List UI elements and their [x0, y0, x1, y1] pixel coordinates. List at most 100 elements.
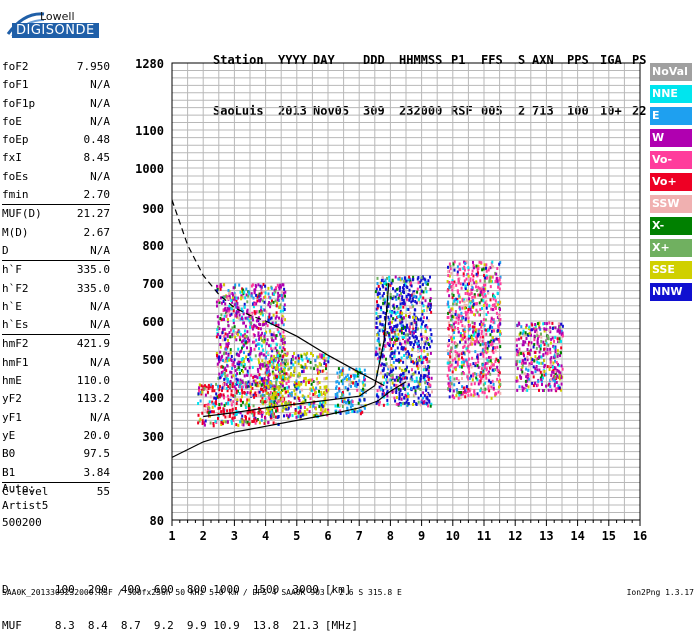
echo-point	[392, 304, 395, 308]
param-name: h`Es	[2, 318, 29, 332]
echo-point	[385, 283, 388, 287]
echo-point	[217, 415, 220, 418]
echo-point	[276, 367, 279, 371]
echo-point	[258, 364, 261, 368]
echo-point	[482, 299, 485, 303]
echo-point	[264, 284, 267, 288]
echo-point	[225, 383, 228, 386]
echo-point	[405, 325, 408, 329]
echo-point	[217, 416, 219, 420]
echo-point	[294, 381, 296, 385]
echo-point	[228, 296, 231, 300]
echo-point	[257, 393, 260, 397]
echo-point	[484, 343, 487, 347]
echo-point	[289, 375, 292, 379]
echo-point	[486, 346, 489, 350]
echo-point	[219, 350, 222, 354]
echo-point	[430, 333, 433, 336]
echo-point	[413, 343, 415, 346]
echo-point	[470, 291, 473, 295]
echo-point	[253, 290, 256, 294]
echo-point	[276, 351, 279, 355]
echo-point	[262, 400, 265, 404]
echo-point	[280, 320, 283, 324]
echo-point	[387, 322, 390, 326]
echo-point	[485, 306, 488, 310]
echo-point	[363, 405, 366, 409]
echo-point	[312, 354, 314, 357]
echo-point	[454, 350, 457, 354]
echo-point	[258, 322, 261, 326]
echo-point	[377, 333, 380, 337]
echo-point	[226, 420, 229, 424]
echo-point	[481, 268, 484, 272]
echo-point	[474, 339, 477, 343]
echo-point	[540, 379, 543, 383]
echo-point	[255, 302, 258, 306]
echo-point	[238, 307, 241, 311]
echo-point	[489, 324, 492, 328]
echo-point	[417, 380, 420, 384]
param-value: 113.2	[76, 392, 110, 406]
echo-point	[536, 331, 539, 335]
echo-point	[336, 371, 339, 375]
echo-point	[358, 369, 361, 373]
echo-point	[412, 327, 415, 331]
echo-point	[246, 317, 249, 321]
echo-point	[400, 342, 403, 346]
param-value: N/A	[90, 410, 110, 424]
echo-point	[420, 289, 423, 293]
echo-point	[327, 355, 330, 359]
echo-point	[203, 386, 206, 390]
echo-point	[271, 365, 274, 369]
param-name: D	[2, 243, 9, 257]
echo-point	[319, 401, 322, 405]
echo-point	[536, 334, 539, 337]
echo-point	[543, 322, 546, 325]
echo-point	[216, 333, 219, 336]
echo-point	[543, 370, 546, 373]
echo-point	[258, 390, 261, 394]
echo-point	[279, 370, 281, 374]
echo-point	[224, 402, 227, 406]
echo-point	[216, 395, 219, 399]
echo-point	[303, 366, 306, 370]
echo-point	[499, 308, 501, 311]
echo-point	[229, 398, 232, 402]
echo-point	[295, 384, 298, 388]
echo-point	[381, 353, 384, 357]
echo-point	[427, 391, 430, 395]
echo-point	[281, 388, 284, 392]
echo-point	[483, 263, 486, 267]
echo-point	[528, 362, 531, 366]
echo-point	[205, 385, 208, 389]
echo-point	[342, 378, 344, 382]
echo-point	[446, 280, 449, 283]
echo-point	[239, 385, 242, 389]
echo-point	[244, 334, 247, 338]
echo-point	[259, 412, 262, 415]
echo-point	[274, 384, 277, 388]
echo-point	[237, 360, 240, 364]
echo-point	[414, 320, 417, 324]
echo-point	[355, 374, 357, 378]
echo-point	[534, 326, 537, 330]
echo-point	[494, 280, 497, 283]
echo-point	[498, 277, 501, 281]
echo-point	[447, 265, 449, 269]
echo-point	[261, 396, 264, 400]
echo-point	[265, 310, 268, 314]
echo-point	[534, 350, 537, 354]
echo-point	[255, 419, 258, 423]
echo-point	[324, 393, 327, 397]
echo-point	[464, 340, 467, 344]
echo-point	[453, 383, 456, 387]
echo-point	[400, 292, 402, 295]
echo-point	[262, 378, 265, 382]
echo-point	[246, 300, 249, 304]
echo-point	[362, 387, 364, 391]
echo-point	[531, 328, 533, 332]
echo-point	[233, 416, 236, 419]
echo-point	[396, 315, 399, 319]
echo-point	[521, 385, 524, 389]
